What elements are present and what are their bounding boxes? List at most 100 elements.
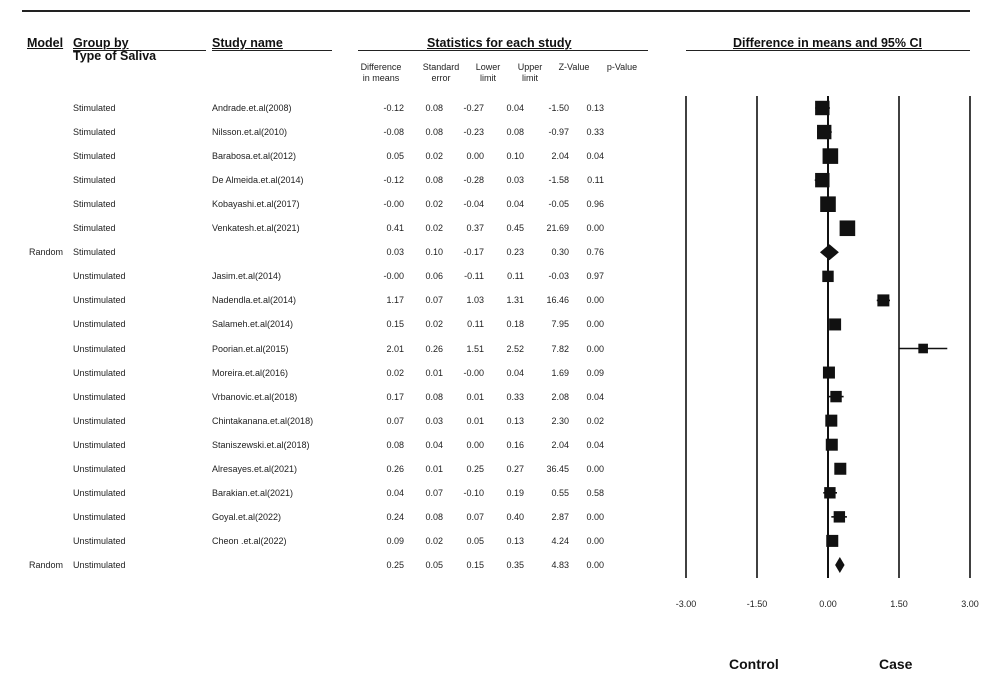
row-study: Moreira.et.al(2016) — [212, 367, 289, 378]
row-se: 0.07 — [425, 295, 443, 306]
header-group-underline — [73, 50, 206, 51]
column-header: Standard error — [422, 62, 460, 83]
row-upper: 0.03 — [506, 175, 524, 186]
column-header: Difference in means — [360, 62, 402, 83]
row-z: -0.97 — [548, 127, 569, 138]
row-lower: 0.07 — [466, 511, 484, 522]
row-model: Random — [29, 559, 64, 570]
row-z: 7.95 — [551, 319, 569, 330]
row-se: 0.02 — [425, 535, 443, 546]
row-upper: 0.13 — [506, 415, 524, 426]
header-model: Model — [27, 36, 64, 50]
row-study: Nilsson.et.al(2010) — [212, 127, 288, 138]
row-group: Stimulated — [73, 247, 116, 258]
row-p: 0.11 — [587, 175, 604, 186]
row-group: Unstimulated — [73, 295, 126, 306]
study-square — [825, 438, 838, 451]
row-z: 0.55 — [551, 487, 569, 498]
x-tick-label: -1.50 — [746, 599, 768, 609]
study-square — [830, 390, 842, 403]
row-se: 0.26 — [425, 343, 443, 354]
row-group: Stimulated — [73, 175, 116, 186]
row-z: 4.24 — [551, 535, 569, 546]
row-p: 0.58 — [586, 487, 604, 498]
row-p: 0.00 — [586, 463, 604, 474]
row-p: 0.00 — [586, 319, 604, 330]
row-se: 0.08 — [425, 127, 443, 138]
row-lower: -0.17 — [463, 247, 484, 258]
row-group: Stimulated — [73, 223, 116, 234]
row-study: Poorian.et.al(2015) — [212, 343, 289, 354]
footer-case-label: Case — [879, 656, 913, 672]
row-lower: 0.11 — [467, 319, 484, 330]
row-study: Chintakanana.et.al(2018) — [212, 415, 314, 426]
row-lower: 0.01 — [466, 415, 484, 426]
row-diff: -0.12 — [383, 103, 404, 113]
row-upper: 0.45 — [506, 223, 524, 234]
row-z: -1.58 — [548, 175, 569, 186]
row-upper: 0.16 — [506, 439, 524, 450]
study-square — [822, 148, 839, 164]
row-diff: 2.01 — [386, 343, 404, 354]
row-study: Barabosa.et.al(2012) — [212, 151, 297, 162]
row-se: 0.02 — [425, 199, 443, 210]
header-study-underline — [212, 50, 332, 51]
row-lower: 0.25 — [466, 463, 484, 474]
row-lower: -0.00 — [463, 367, 484, 378]
row-study: Kobayashi.et.al(2017) — [212, 199, 300, 210]
row-z: -0.05 — [548, 199, 569, 210]
row-z: 4.83 — [551, 559, 569, 570]
header-plot-underline — [686, 50, 970, 51]
row-z: 36.45 — [546, 463, 569, 474]
row-p: 0.33 — [586, 127, 604, 138]
row-se: 0.08 — [425, 103, 443, 113]
row-upper: 0.35 — [506, 559, 524, 570]
row-z: 21.69 — [546, 223, 569, 234]
row-p: 0.00 — [586, 223, 604, 234]
row-lower: -0.11 — [464, 271, 484, 282]
row-upper: 2.52 — [506, 343, 524, 354]
row-diff: -0.08 — [383, 127, 404, 138]
row-z: 2.04 — [551, 151, 569, 162]
row-upper: 0.04 — [506, 103, 524, 113]
row-diff: 1.17 — [386, 295, 404, 306]
row-se: 0.08 — [425, 175, 443, 186]
row-lower: 1.51 — [466, 343, 484, 354]
row-lower: -0.23 — [463, 127, 484, 138]
row-p: 0.13 — [586, 103, 604, 113]
row-upper: 0.27 — [506, 463, 524, 474]
row-group: Unstimulated — [73, 415, 126, 426]
row-z: 16.46 — [546, 295, 569, 306]
row-lower: 0.37 — [466, 223, 484, 234]
row-group: Unstimulated — [73, 343, 126, 354]
row-group: Unstimulated — [73, 367, 126, 378]
row-z: 1.69 — [551, 367, 569, 378]
row-se: 0.08 — [425, 511, 443, 522]
row-lower: -0.10 — [463, 487, 484, 498]
row-lower: 1.03 — [466, 295, 484, 306]
row-diff: 0.26 — [386, 463, 404, 474]
row-study: Alresayes.et.al(2021) — [212, 463, 298, 474]
study-square — [834, 462, 847, 475]
row-study: Goyal.et.al(2022) — [212, 511, 282, 522]
row-diff: 0.04 — [386, 487, 404, 498]
row-group: Unstimulated — [73, 511, 126, 522]
row-p: 0.09 — [586, 367, 604, 378]
row-p: 0.97 — [586, 271, 604, 282]
row-diff: 0.09 — [386, 535, 404, 546]
row-p: 0.02 — [586, 415, 604, 426]
row-diff: 0.15 — [386, 319, 404, 330]
header-stats-underline — [358, 50, 648, 51]
study-square — [822, 270, 834, 283]
row-diff: 0.24 — [386, 511, 404, 522]
row-se: 0.03 — [425, 415, 443, 426]
row-p: 0.04 — [586, 439, 604, 450]
row-group: Unstimulated — [73, 439, 126, 450]
row-group: Unstimulated — [73, 463, 126, 474]
summary-diamond — [835, 556, 845, 573]
row-lower: 0.00 — [466, 439, 484, 450]
row-se: 0.10 — [425, 247, 443, 258]
row-se: 0.02 — [425, 223, 443, 234]
row-study: De Almeida.et.al(2014) — [212, 175, 304, 186]
